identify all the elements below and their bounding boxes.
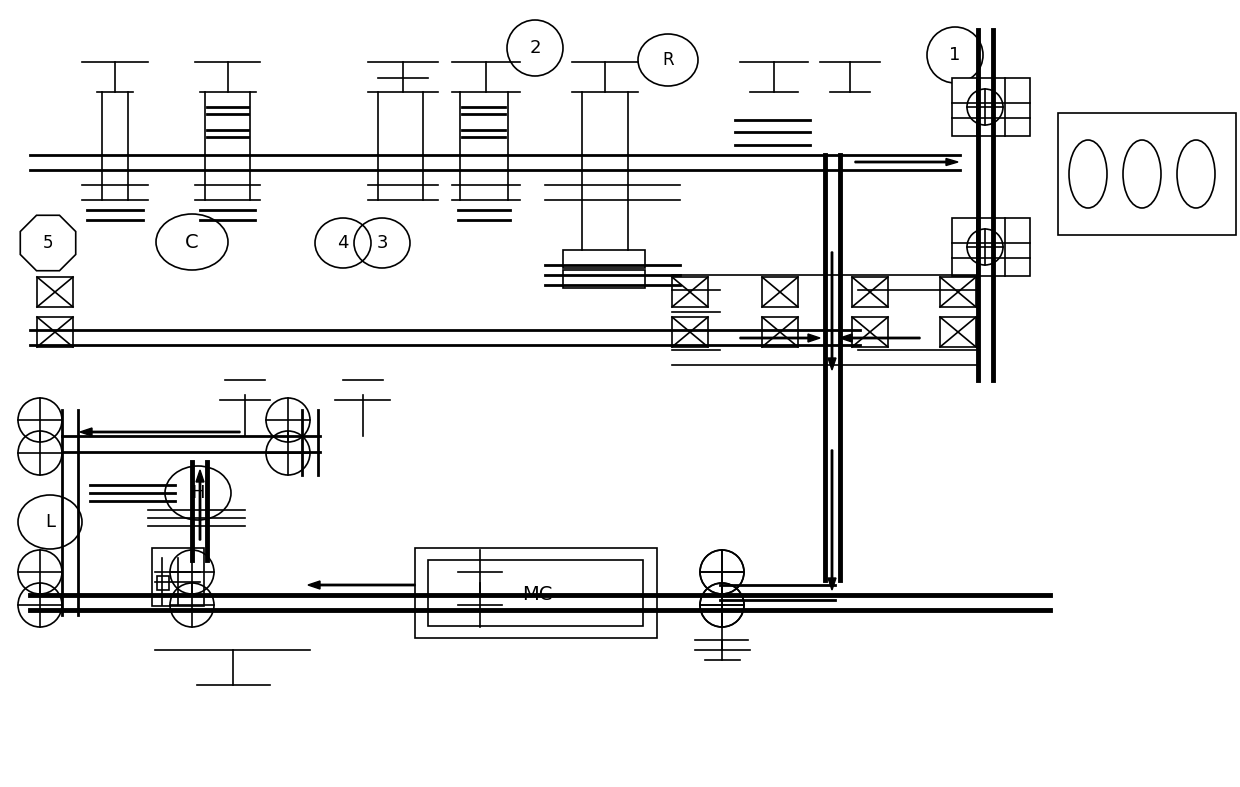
Bar [1058, 113, 1236, 235]
Bar [672, 277, 708, 307]
Text: 2: 2 [529, 39, 541, 57]
Bar [952, 78, 1030, 136]
Text: L: L [45, 513, 55, 531]
FancyArrow shape [81, 428, 241, 436]
FancyArrow shape [196, 470, 205, 540]
Bar [153, 548, 205, 606]
Bar [940, 277, 976, 307]
Text: 1: 1 [950, 46, 961, 64]
Bar [940, 317, 976, 347]
Text: H: H [191, 484, 205, 502]
Bar [563, 250, 645, 268]
Bar [852, 277, 888, 307]
FancyArrow shape [856, 158, 959, 165]
Bar [428, 560, 644, 626]
FancyArrow shape [740, 334, 820, 342]
Bar [415, 548, 657, 638]
Bar [37, 317, 73, 347]
Bar [952, 218, 1030, 276]
Bar [763, 317, 799, 347]
FancyArrow shape [828, 450, 836, 590]
Text: C: C [185, 232, 198, 252]
Text: R: R [662, 51, 673, 69]
Text: 5: 5 [42, 234, 53, 252]
Bar [563, 270, 645, 288]
Text: 3: 3 [376, 234, 388, 252]
FancyArrow shape [828, 252, 836, 370]
Text: MC: MC [522, 586, 552, 604]
Bar [672, 317, 708, 347]
Text: 4: 4 [337, 234, 348, 252]
Bar [37, 277, 73, 307]
FancyArrow shape [839, 334, 920, 342]
Bar [763, 277, 799, 307]
FancyArrow shape [308, 581, 415, 589]
Bar [852, 317, 888, 347]
Bar [157, 576, 169, 590]
